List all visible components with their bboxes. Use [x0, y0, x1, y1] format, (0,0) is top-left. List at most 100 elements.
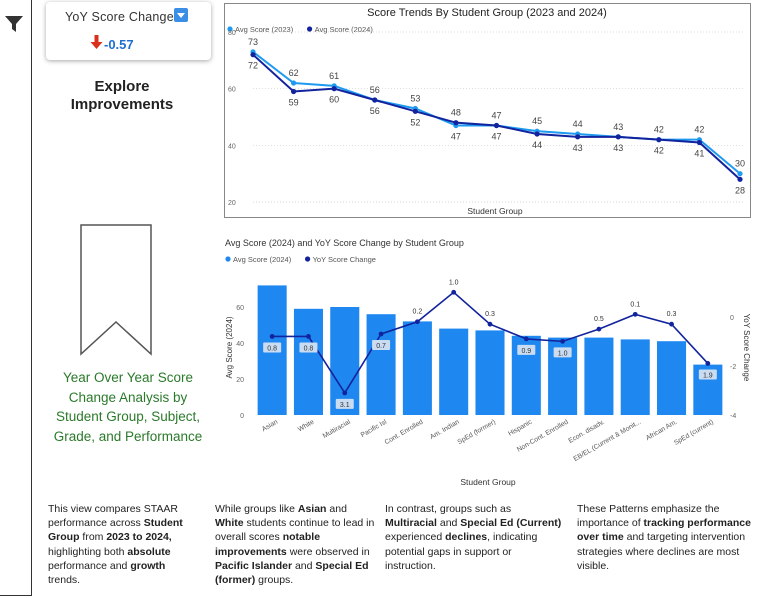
bar: [475, 330, 505, 415]
y-tick-label: 60: [228, 87, 236, 94]
data-label: 43: [573, 143, 583, 153]
x-tick-label: SpEd (former): [457, 419, 497, 446]
data-label-box: [372, 340, 391, 350]
data-label: 61: [329, 71, 339, 81]
data-label: 3.1: [340, 402, 350, 409]
data-label: 72: [248, 61, 258, 71]
x-tick-label: Asian: [261, 419, 279, 434]
data-label: 41: [694, 149, 704, 159]
data-label: 56: [370, 106, 380, 116]
legend-marker: [227, 26, 233, 32]
bar: [584, 337, 614, 415]
data-label: 56: [370, 85, 380, 95]
data-label: 0.5: [594, 316, 604, 323]
data-point: [306, 334, 311, 339]
data-label: 0.2: [413, 309, 423, 316]
data-label: 47: [491, 111, 501, 121]
legend-label: YoY Score Change: [313, 255, 376, 264]
data-label: 0.9: [521, 348, 531, 355]
data-point: [737, 171, 743, 177]
data-point: [493, 122, 500, 129]
chart-title: Avg Score (2024) and YoY Score Change by…: [225, 238, 464, 248]
data-point: [250, 52, 256, 58]
x-tick-label: SpEd (current): [673, 419, 715, 447]
y-tick-label: 20: [236, 377, 244, 384]
yoy-kpi-card[interactable]: YoY Score Change -0.57: [46, 2, 211, 60]
x-axis-title: Student Group: [467, 206, 523, 216]
score-trends-chart: Score Trends By Student Group (2023 and …: [224, 3, 751, 218]
data-label: 0.3: [485, 311, 495, 318]
data-point: [656, 137, 662, 143]
legend-label: Avg Score (2023): [235, 25, 294, 34]
data-label: 43: [613, 122, 623, 132]
bookmark-ribbon-icon: [80, 224, 152, 356]
data-label: 43: [613, 143, 623, 153]
bar: [620, 339, 650, 415]
side-caption: Year Over Year Score Change Analysis by …: [53, 370, 203, 444]
data-label: 42: [654, 125, 664, 135]
kpi-title: YoY Score Change: [65, 10, 174, 24]
data-point: [290, 80, 297, 86]
data-label: 0.7: [376, 343, 386, 350]
data-label-box: [698, 369, 717, 380]
x-tick-label: EB/EL (Current & Monit...: [573, 419, 643, 463]
y-tick-label: 40: [228, 143, 236, 150]
data-label: 1.9: [703, 372, 713, 379]
filter-pane: [0, 0, 32, 596]
paragraph-4: These Patterns emphasize the importance …: [577, 503, 751, 572]
data-point: [632, 311, 638, 317]
y-tick-label: 0: [240, 413, 244, 420]
data-point: [705, 361, 711, 366]
data-label: 60: [329, 95, 339, 105]
data-point: [378, 331, 384, 337]
data-label: 0.3: [667, 311, 677, 318]
x-tick-label: Am. Indian: [429, 419, 461, 441]
data-label: 52: [410, 117, 420, 127]
legend-marker: [225, 256, 231, 262]
data-point: [412, 108, 418, 114]
data-point: [575, 134, 581, 140]
data-label: 0.8: [267, 345, 277, 352]
y2-axis-title: YoY Score Change: [742, 314, 751, 382]
y2-tick-label: 0: [730, 315, 734, 322]
data-label: 30: [735, 159, 745, 169]
x-tick-label: Cont. Enrolled: [384, 419, 425, 447]
x-axis-title: Student Group: [460, 477, 516, 487]
data-label: 28: [735, 185, 745, 195]
data-point: [534, 131, 540, 137]
data-point: [523, 336, 529, 342]
explore-title: Explore Improvements: [70, 78, 174, 113]
data-label: 42: [654, 146, 664, 156]
data-label: 45: [532, 116, 542, 126]
paragraph-3: In contrast, groups such as Multiracial …: [385, 503, 562, 572]
data-label: 0.1: [630, 301, 640, 308]
data-point: [372, 97, 378, 103]
data-point: [560, 338, 566, 344]
data-label-box: [335, 398, 354, 409]
data-label: 42: [694, 125, 704, 135]
y-axis-title: Avg Score (2024): [225, 316, 234, 378]
data-label: 1.0: [449, 279, 459, 286]
paragraph-2: While groups like Asian and White studen…: [215, 503, 375, 587]
data-label: 53: [410, 94, 420, 104]
legend-label: Avg Score (2024): [233, 255, 292, 264]
y-tick-label: 80: [228, 30, 236, 37]
data-point: [451, 289, 457, 295]
bar: [293, 308, 323, 415]
data-point: [487, 321, 493, 327]
avg-score-yoy-chart: Avg Score (2024) and YoY Score Change by…: [218, 232, 758, 490]
bar: [439, 328, 469, 415]
y-tick-label: 40: [236, 341, 244, 348]
legend-marker: [305, 256, 311, 262]
y2-tick-label: -4: [730, 413, 736, 420]
kpi-value: -0.57: [104, 37, 134, 52]
data-label: 47: [491, 132, 501, 142]
dropdown-icon[interactable]: [174, 8, 188, 22]
x-tick-label: Multiracial: [322, 418, 352, 440]
data-label-box: [263, 342, 282, 353]
paragraph-1: This view compares STAAR performance acr…: [48, 503, 183, 587]
filter-icon[interactable]: [4, 14, 24, 34]
data-label: 0.8: [304, 345, 314, 352]
data-label-box: [299, 342, 318, 353]
bar: [402, 321, 432, 415]
